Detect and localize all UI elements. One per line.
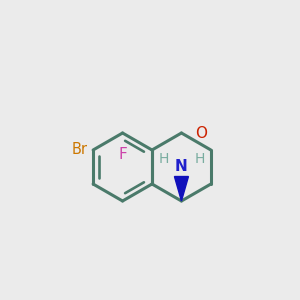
Text: N: N <box>175 159 188 174</box>
Polygon shape <box>174 176 188 201</box>
Text: H: H <box>194 152 205 166</box>
Text: Br: Br <box>72 142 88 158</box>
Text: H: H <box>158 152 169 166</box>
Text: O: O <box>195 125 207 140</box>
Text: F: F <box>118 147 127 162</box>
